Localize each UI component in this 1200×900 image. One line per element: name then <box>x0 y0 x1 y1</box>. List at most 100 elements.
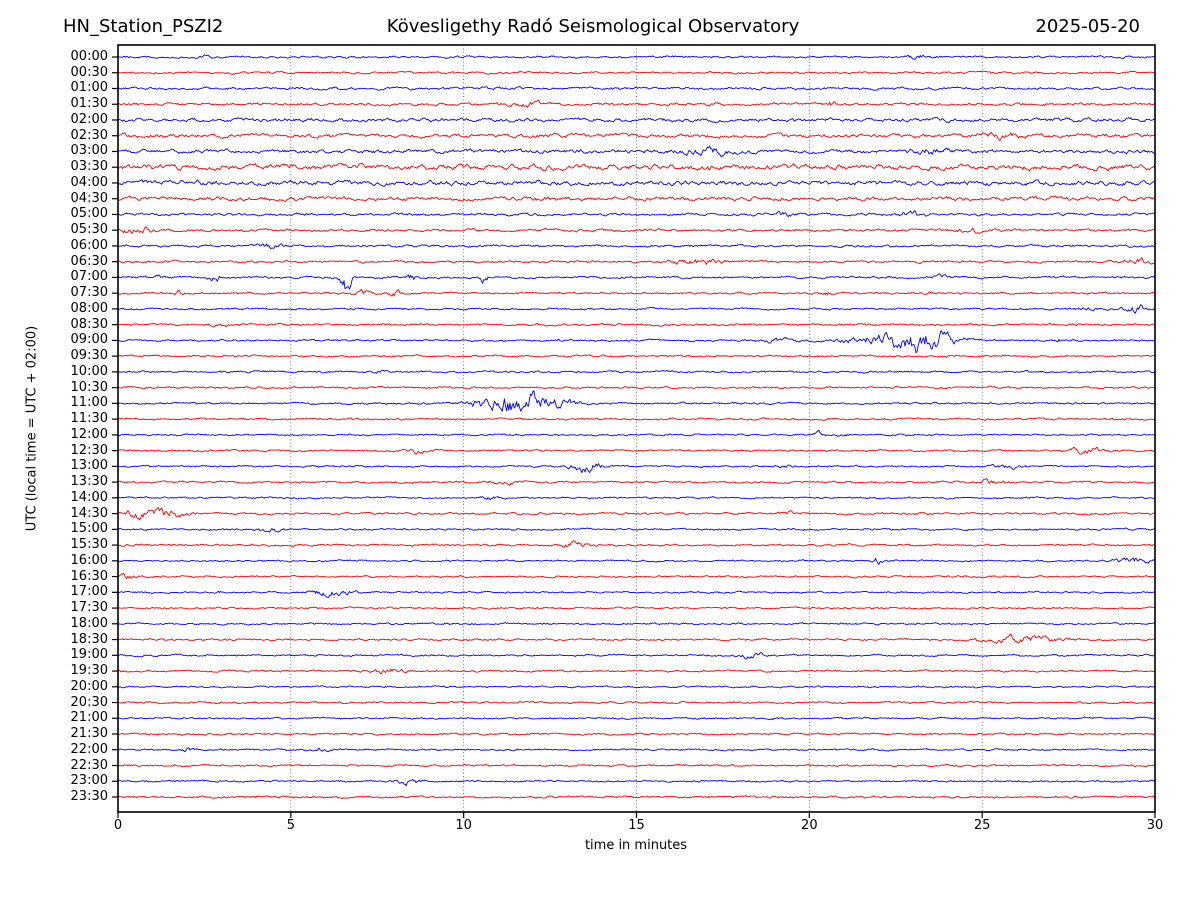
y-tick-label: 13:30 <box>70 474 108 490</box>
seismo-trace-1730 <box>117 606 1156 610</box>
seismo-trace-0530 <box>117 226 1156 234</box>
y-tick-label: 17:00 <box>70 584 108 600</box>
seismo-trace-0500 <box>117 210 1156 218</box>
seismo-trace-0800 <box>117 304 1156 314</box>
seismo-trace-1430 <box>117 507 1156 521</box>
seismo-trace-2000 <box>117 685 1156 689</box>
y-tick-label: 01:00 <box>70 80 108 96</box>
seismo-trace-1600 <box>117 557 1156 565</box>
y-tick-label: 05:30 <box>70 222 108 238</box>
y-tick-label: 16:00 <box>70 552 108 568</box>
y-tick-label: 10:30 <box>70 379 108 395</box>
y-tick-label: 15:00 <box>70 521 108 537</box>
seismo-trace-0030 <box>117 70 1156 75</box>
y-tick-label: 02:00 <box>70 111 108 127</box>
seismo-trace-0200 <box>117 116 1156 124</box>
x-axis-label: time in minutes <box>584 838 688 853</box>
y-tick-label: 10:00 <box>70 363 108 379</box>
seismo-trace-0100 <box>117 86 1156 91</box>
seismo-trace-0430 <box>117 195 1156 202</box>
seismo-trace-0700 <box>117 273 1156 290</box>
y-tick-label: 09:30 <box>70 348 108 364</box>
seismo-trace-2100 <box>117 716 1156 721</box>
y-tick-label: 06:00 <box>70 237 108 253</box>
x-tick-label: 10 <box>455 818 472 833</box>
y-tick-label: 08:30 <box>70 316 108 332</box>
y-tick-label: 01:30 <box>70 96 108 112</box>
y-tick-label: 00:30 <box>70 64 108 80</box>
y-tick-label: 20:30 <box>70 694 108 710</box>
y-tick-label: 19:30 <box>70 663 108 679</box>
y-tick-label: 04:00 <box>70 174 108 190</box>
seismo-trace-0600 <box>117 243 1156 250</box>
y-tick-label: 22:00 <box>70 741 108 757</box>
seismo-trace-1900 <box>117 652 1156 660</box>
seismo-trace-1230 <box>117 446 1156 455</box>
y-tick-label: 14:00 <box>70 489 108 505</box>
x-tick-label: 0 <box>113 818 123 833</box>
seismo-trace-2200 <box>117 747 1156 753</box>
station-title: HN_Station_PSZI2 <box>63 16 224 37</box>
x-tick-label: 5 <box>286 818 295 833</box>
seismo-trace-1530 <box>117 540 1156 548</box>
y-tick-label: 20:00 <box>70 678 108 694</box>
y-tick-label: 02:30 <box>70 127 108 143</box>
seismo-trace-1300 <box>117 463 1156 474</box>
y-tick-label: 19:00 <box>70 647 108 663</box>
y-tick-label: 12:30 <box>70 442 108 458</box>
seismo-trace-1700 <box>117 590 1156 598</box>
y-tick-label: 23:00 <box>70 773 108 789</box>
seismo-trace-0630 <box>117 257 1156 265</box>
y-tick-label: 14:30 <box>70 505 108 521</box>
seismo-trace-0000 <box>117 54 1156 60</box>
y-tick-label: 11:00 <box>70 395 108 411</box>
seismo-trace-0900 <box>117 330 1156 353</box>
x-tick-label: 25 <box>973 818 991 833</box>
y-tick-label: 21:00 <box>70 710 108 726</box>
seismo-trace-1200 <box>117 429 1156 437</box>
seismo-trace-2330 <box>117 795 1156 800</box>
y-tick-label: 03:30 <box>70 159 108 175</box>
seismo-trace-2300 <box>117 778 1156 787</box>
y-tick-label: 17:30 <box>70 600 108 616</box>
seismo-trace-0330 <box>117 162 1156 172</box>
seismo-trace-1000 <box>117 369 1156 374</box>
y-tick-label: 09:00 <box>70 332 108 348</box>
seismo-trace-0230 <box>117 131 1156 142</box>
y-tick-label: 16:30 <box>70 568 108 584</box>
x-tick-label: 20 <box>801 818 818 833</box>
seismo-trace-2230 <box>117 763 1156 768</box>
observatory-title: Kövesligethy Radó Seismological Observat… <box>386 16 800 37</box>
y-tick-label: 08:00 <box>70 300 108 316</box>
y-tick-label: 22:30 <box>70 757 108 773</box>
y-tick-label: 03:00 <box>70 143 108 159</box>
seismo-trace-2030 <box>117 700 1156 705</box>
y-tick-label: 18:00 <box>70 615 108 631</box>
seismo-trace-1400 <box>117 496 1156 501</box>
seismo-trace-0830 <box>117 322 1156 328</box>
y-tick-label: 07:30 <box>70 285 108 301</box>
y-axis-label: UTC (local time = UTC + 02:00) <box>24 325 40 532</box>
seismo-trace-0300 <box>117 145 1156 158</box>
seismo-trace-0930 <box>117 354 1156 358</box>
y-tick-label: 11:30 <box>70 411 108 427</box>
x-tick-label: 30 <box>1146 818 1164 833</box>
y-tick-label: 05:00 <box>70 206 108 222</box>
seismo-trace-1500 <box>117 527 1156 533</box>
plot-border <box>117 44 1156 813</box>
y-tick-label: 00:00 <box>70 49 108 64</box>
seismo-trace-1100 <box>117 390 1156 412</box>
y-tick-label: 12:00 <box>70 426 108 442</box>
y-tick-label: 18:30 <box>70 631 108 647</box>
seismo-trace-1930 <box>117 668 1156 675</box>
seismo-trace-0130 <box>117 99 1156 108</box>
seismo-trace-1800 <box>117 622 1156 626</box>
date-title: 2025-05-20 <box>1035 16 1140 37</box>
y-tick-label: 06:30 <box>70 253 108 269</box>
seismo-trace-1830 <box>117 633 1156 645</box>
y-tick-label: 04:30 <box>70 190 108 206</box>
y-tick-label: 23:30 <box>70 789 108 804</box>
seismo-trace-1630 <box>117 572 1156 580</box>
